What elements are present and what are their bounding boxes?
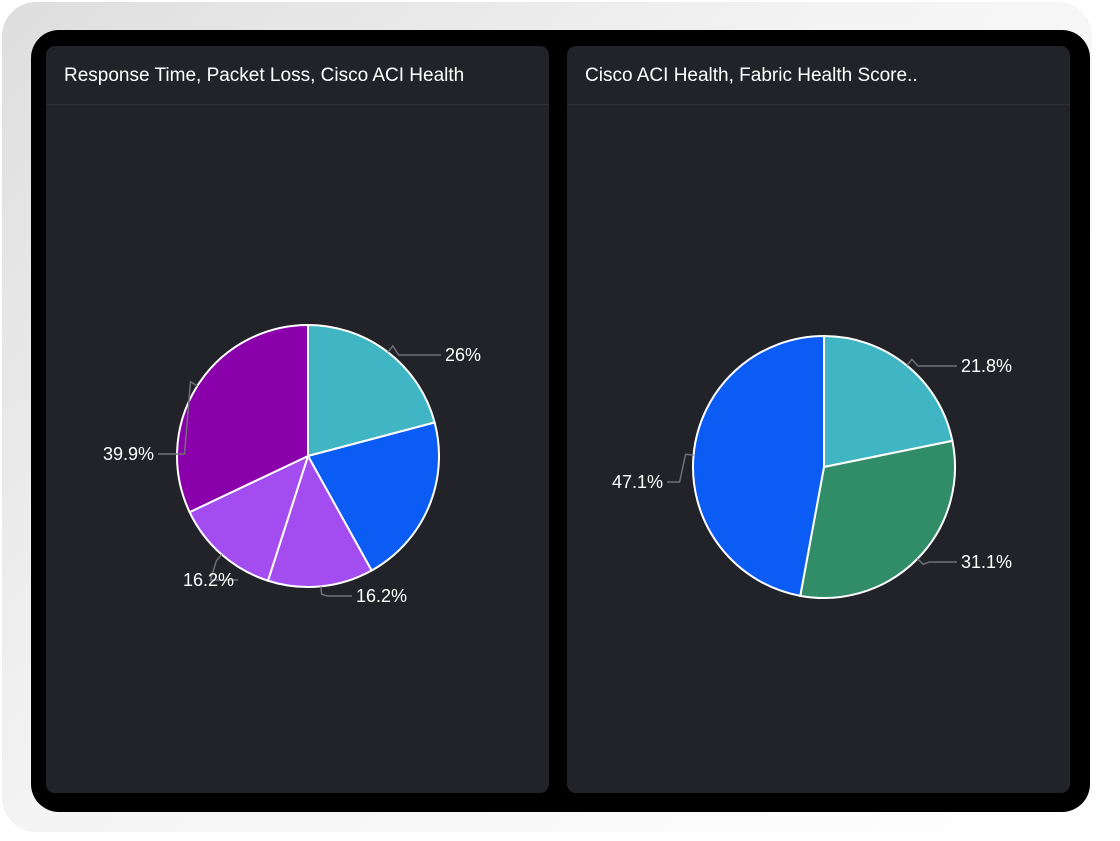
pie-leader-line [158, 380, 198, 455]
pie-slice-label: 39.9% [103, 444, 154, 464]
pie-slice-label: 47.1% [612, 472, 663, 492]
widget-title: Response Time, Packet Loss, Cisco ACI He… [64, 65, 465, 86]
pie-leader-line [916, 558, 957, 566]
pie-chart-fabric-health: 21.8% 31.1% 47.1% [612, 334, 1012, 599]
widget-panel-response-time: Response Time, Packet Loss, Cisco ACI He… [46, 46, 549, 793]
pie-leader-line [209, 554, 238, 581]
widget-title: Cisco ACI Health, Fabric Health Score.. [585, 65, 918, 86]
pie-chart-response-time: 26% 16.2% 16.2% 39.9% [103, 323, 481, 606]
pie-slice[interactable] [692, 334, 825, 597]
pie-slice[interactable] [306, 421, 440, 572]
pie-leader-line [906, 358, 957, 367]
pie-slice[interactable] [799, 439, 956, 599]
widget-header: Response Time, Packet Loss, Cisco ACI He… [46, 46, 549, 105]
widget-panel-fabric-health: Cisco ACI Health, Fabric Health Score.. … [567, 46, 1070, 793]
pie-slice-label: 16.2% [356, 586, 407, 606]
pie-slice[interactable] [823, 334, 954, 469]
pie-slice-label: 31.1% [961, 552, 1012, 572]
pie-slice-label: 26% [445, 345, 481, 365]
pie-slice-label: 16.2% [183, 570, 234, 590]
pie-leader-line [387, 344, 441, 356]
widget-header: Cisco ACI Health, Fabric Health Score.. [567, 46, 1070, 105]
pie-slice[interactable] [307, 323, 436, 458]
pie-leader-line [320, 586, 352, 597]
pie-slice-label: 21.8% [961, 356, 1012, 376]
pie-slice[interactable] [266, 453, 373, 588]
pie-leader-line [667, 453, 694, 483]
